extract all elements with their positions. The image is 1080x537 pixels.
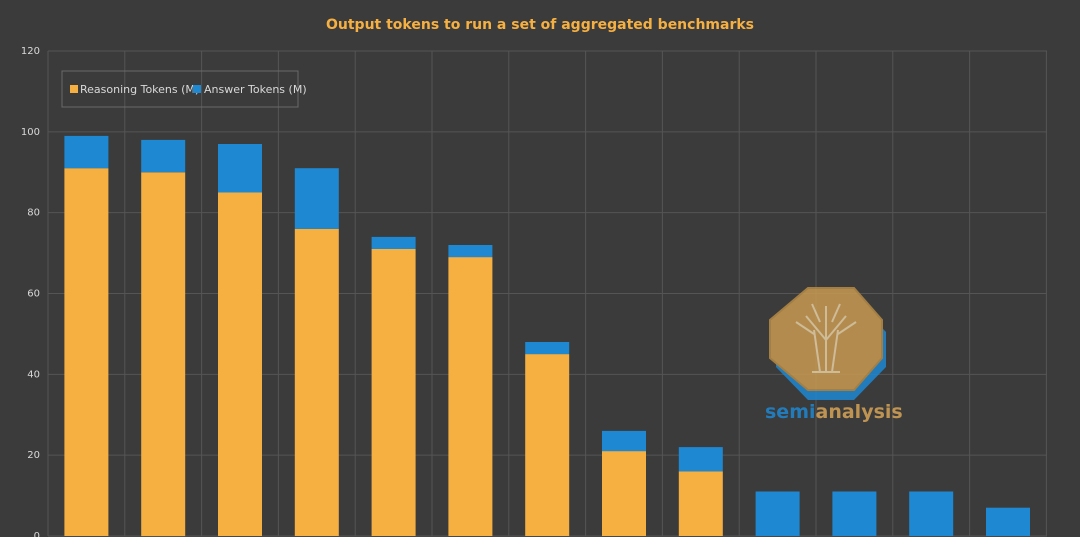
legend: Reasoning Tokens (M) Answer Tokens (M) [61,70,307,108]
bar-reasoning-tokens [602,451,646,536]
bar-reasoning-tokens [371,249,416,536]
bar-answer-tokens [448,245,493,258]
bar-reasoning-tokens [678,471,723,536]
bar-reasoning-tokens [218,192,262,536]
y-tick-label: 60 [27,289,40,300]
bar-answer-tokens [678,447,723,472]
y-tick-label: 40 [27,369,40,380]
y-tick-label: 20 [27,450,40,461]
bar-reasoning-tokens [525,354,570,536]
watermark-text: semianalysis [765,401,903,423]
legend-label-reasoning: Reasoning Tokens (M) [80,83,199,96]
bar-reasoning-tokens [294,228,339,537]
chart-title: Output tokens to run a set of aggregated… [326,17,754,33]
legend-swatch-answer [193,85,201,93]
bar-answer-tokens [986,507,1030,536]
legend-swatch-reasoning [70,85,78,93]
bar-answer-tokens [218,144,262,193]
semianalysis-watermark: semianalysis [765,287,903,423]
tree-icon [795,303,857,373]
bar-answer-tokens [371,236,416,249]
bar-answer-tokens [294,168,339,229]
legend-label-answer: Answer Tokens (M) [204,83,307,96]
y-axis: 0 20 40 60 80 100 120 [21,46,40,537]
bar-answer-tokens [909,491,954,536]
y-tick-label: 100 [21,127,40,138]
y-tick-label: 0 [34,531,40,537]
bar-answer-tokens [602,430,646,452]
bar-answer-tokens [64,135,109,169]
bar-answer-tokens [832,491,877,536]
y-tick-label: 120 [21,46,40,57]
bar-reasoning-tokens [64,168,109,536]
bars-layer [64,135,1030,537]
bar-reasoning-tokens [448,257,493,536]
bar-answer-tokens [755,491,800,536]
bar-answer-tokens [525,342,570,355]
bar-reasoning-tokens [141,172,186,537]
legend-box [61,70,299,108]
bar-answer-tokens [141,139,186,173]
grid-layer [47,50,1047,537]
y-tick-label: 80 [27,208,40,219]
